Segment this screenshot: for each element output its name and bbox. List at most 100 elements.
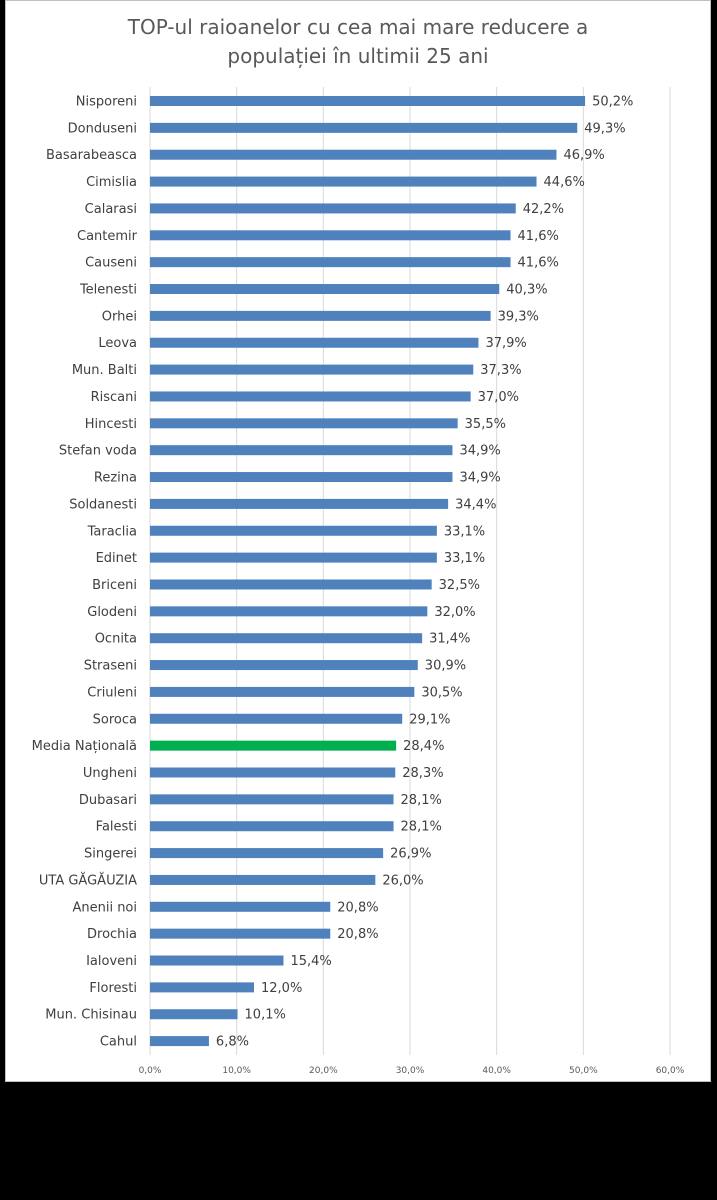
bar [150,418,458,429]
data-label: 41,6% [518,229,559,244]
category-label: Dubasari [79,793,137,808]
data-label: 26,9% [390,847,431,862]
gridlines [149,87,671,1055]
data-label: 28,3% [402,766,443,781]
bar-highlight [150,740,397,751]
x-axis-tick-labels: 0,0% 10,0% 20,0% 30,0% 40,0% 50,0% 60,0% [139,1066,685,1076]
chart-title: TOP-ul raioanelor cu cea mai mare reduce… [6,13,710,71]
data-label: 46,9% [563,148,604,163]
data-label: 44,6% [544,175,585,190]
data-label: 30,9% [425,659,466,674]
category-labels: Nisporeni Donduseni Basarabeasca Cimislia Ca… [32,95,138,1050]
category-label: Rezina [94,471,137,486]
category-label: Soldanesti [69,497,137,512]
bar [150,445,453,456]
category-label: Causeni [85,256,137,271]
category-label: Donduseni [68,121,137,136]
data-label: 32,0% [434,605,475,620]
bar [150,498,449,509]
bar [150,472,453,483]
category-label: Calarasi [85,202,137,217]
bar [150,579,432,590]
bar [150,230,511,241]
category-label: Stefan voda [59,444,137,459]
category-label: Ialoveni [86,954,137,969]
category-label: Taraclia [87,524,137,539]
category-label: Nisporeni [76,95,137,110]
category-label: UTA GĂGĂUZIA [39,872,137,888]
bar [150,794,394,805]
value-labels: 50,2% 49,3% 46,9% 44,6% 42,2% 41,6% 41,6% 40,3%… [216,95,633,1050]
bar [150,955,284,966]
category-label: Briceni [92,578,137,593]
data-label: 28,1% [401,820,442,835]
bar [150,391,471,402]
bar [150,606,428,617]
data-label: 35,5% [465,417,506,432]
data-label: 20,8% [337,927,378,942]
data-label: 26,0% [382,873,423,888]
category-label: Drochia [87,927,137,942]
bar [150,660,418,671]
x-tick-label: 60,0% [656,1066,685,1076]
data-label: 41,6% [518,256,559,271]
bars [150,96,586,1047]
bar [150,337,479,348]
x-tick-label: 10,0% [222,1066,251,1076]
x-tick-label: 20,0% [309,1066,338,1076]
chart-title-line-1: TOP-ul raioanelor cu cea mai mare reduce… [127,15,589,39]
category-label: Leova [98,336,137,351]
bar [150,874,376,885]
category-label: Hincesti [85,417,137,432]
bar [150,310,491,321]
data-label: 34,9% [459,471,500,486]
bar [150,552,437,563]
bar [150,176,537,187]
category-label: Soroca [93,712,137,727]
data-label: 20,8% [337,900,378,915]
category-label: Ocnita [95,632,137,647]
bar [150,767,396,778]
data-label: 15,4% [290,954,331,969]
data-label: 42,2% [523,202,564,217]
bar [150,257,511,268]
x-tick-label: 50,0% [569,1066,598,1076]
data-label: 32,5% [439,578,480,593]
data-label: 34,9% [459,444,500,459]
bar [150,96,586,106]
x-tick-label: 30,0% [396,1066,425,1076]
bar [150,525,437,536]
chart-title-line-2: populației în ultimii 25 ani [227,44,489,68]
chart-plot: Nisporeni Donduseni Basarabeasca Cimislia Ca… [32,87,685,1076]
category-label: Mun. Chisinau [45,1008,137,1023]
chart-frame: TOP-ul raioanelor cu cea mai mare reduce… [5,0,711,1082]
data-label: 33,1% [444,524,485,539]
bar [150,122,578,133]
bar [150,848,384,859]
category-label: Cahul [100,1035,137,1050]
data-label: 37,3% [480,363,521,378]
bar [150,982,254,993]
bar [150,713,403,724]
data-label: 34,4% [455,497,496,512]
bar [150,901,331,912]
data-label: 33,1% [444,551,485,566]
category-label: Straseni [84,659,137,674]
data-label: 10,1% [245,1008,286,1023]
category-label: Floresti [89,981,137,996]
category-label: Riscani [91,390,137,405]
bar [150,928,331,939]
data-label: 6,8% [216,1035,249,1050]
bar [150,1009,238,1020]
category-label: Anenii noi [72,900,137,915]
data-label: 40,3% [506,283,547,298]
x-tick-label: 40,0% [482,1066,511,1076]
category-label: Ungheni [83,766,137,781]
data-label: 49,3% [584,121,625,136]
category-label: Falesti [96,820,137,835]
data-label: 50,2% [592,95,633,110]
category-label: Criuleni [87,685,137,700]
category-label: Singerei [84,847,137,862]
category-label: Edinet [96,551,137,566]
bar [150,203,516,214]
